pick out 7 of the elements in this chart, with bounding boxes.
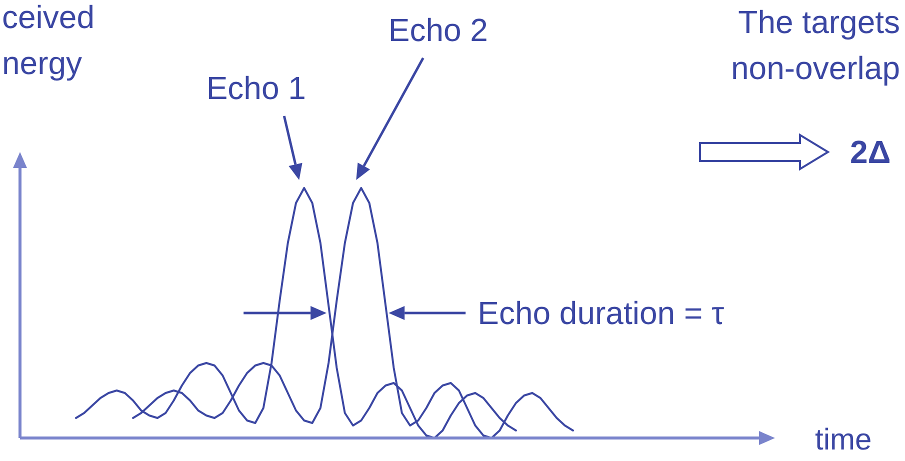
text: Echo 2 xyxy=(388,12,488,48)
text: The targets non-overlap xyxy=(731,4,900,86)
text: 2Δ xyxy=(850,134,891,170)
text: Echo 1 xyxy=(206,70,306,106)
annotation: Echo duration = τ xyxy=(478,295,725,331)
y-axis-title: ceived nergy xyxy=(2,0,94,81)
text: time xyxy=(815,424,872,456)
